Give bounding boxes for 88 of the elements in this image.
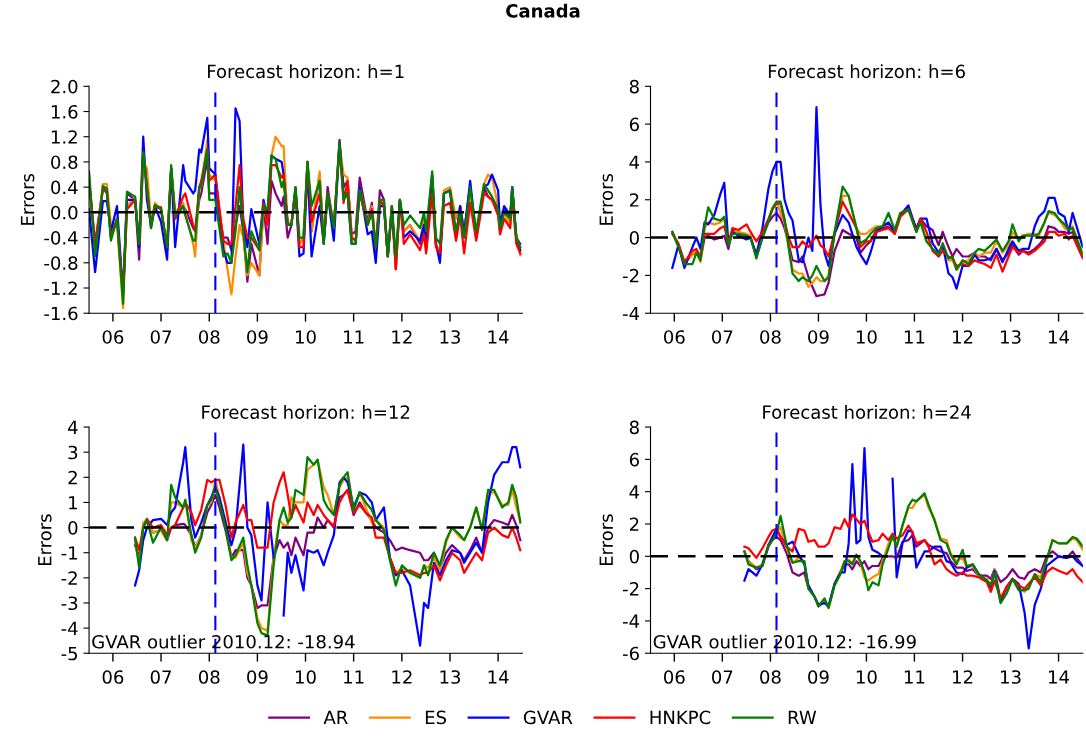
y-tick-label: -5 (61, 646, 78, 661)
chart-title: Forecast horizon: h=12 (202, 405, 410, 419)
y-tick-label: 0.4 (51, 180, 78, 195)
chart-title: Forecast horizon: h=6 (768, 64, 965, 79)
y-tick-label: 4 (68, 420, 78, 434)
y-tick-label: -2 (622, 268, 639, 283)
x-tick-label: 14 (488, 330, 509, 344)
x-tick-label: 08 (198, 670, 220, 684)
y-axis-title: Errors (599, 514, 614, 566)
x-tick-label: 11 (344, 330, 364, 344)
y-tick-label: 8 (629, 420, 639, 435)
x-tick-label: 13 (440, 670, 461, 684)
x-tick-label: 09 (247, 330, 268, 344)
y-tick-label: -4 (622, 306, 640, 321)
y-tick-label: 1 (69, 496, 77, 510)
x-tick-label: 07 (712, 330, 733, 344)
x-tick-label: 13 (1001, 670, 1021, 684)
y-tick-label: 3 (68, 445, 78, 460)
y-tick-label: 4 (629, 485, 640, 499)
x-tick-label: 07 (150, 670, 171, 684)
x-tick-label: 10 (296, 670, 316, 684)
y-tick-label: 0 (68, 521, 78, 535)
x-tick-label: 08 (198, 330, 220, 344)
y-tick-label: 0.8 (51, 155, 78, 170)
y-tick-label: 4 (629, 155, 640, 169)
y-tick-label: 1.2 (51, 130, 77, 144)
x-tick-label: 10 (296, 330, 316, 344)
x-tick-label: 12 (392, 670, 412, 684)
line-series (671, 200, 1083, 273)
x-tick-label: 14 (488, 670, 509, 684)
x-tick-label: 08 (760, 670, 781, 684)
y-tick-label: 2 (629, 517, 639, 531)
y-tick-label: -2 (622, 582, 639, 596)
y-tick-label: 6 (629, 452, 639, 467)
x-tick-label: 14 (1049, 330, 1070, 344)
line-series (743, 513, 1083, 600)
legend-label: HNKPC (650, 710, 711, 725)
y-axis-title: Errors (599, 173, 614, 225)
x-tick-label: 06 (102, 670, 124, 684)
y-tick-label: 6 (629, 117, 639, 132)
x-tick-label: 07 (712, 670, 733, 684)
y-tick-label: -1.6 (44, 306, 78, 321)
x-tick-label: 14 (1049, 670, 1070, 684)
chart-title: Forecast horizon: h=24 (763, 405, 971, 419)
x-tick-label: 13 (440, 330, 461, 344)
y-tick-label: -3 (61, 596, 78, 611)
x-tick-label: 13 (1001, 330, 1021, 344)
legend-label: RW (788, 710, 817, 724)
x-tick-label: 12 (953, 330, 973, 344)
y-tick-label: 0 (629, 231, 639, 245)
x-tick-label: 10 (856, 670, 877, 684)
y-tick-label: -0.4 (44, 231, 78, 245)
y-tick-label: 1.6 (51, 104, 78, 119)
y-tick-label: -1 (61, 546, 77, 560)
y-axis-title: Errors (20, 173, 35, 225)
x-tick-label: 12 (953, 670, 973, 684)
y-tick-label: 2.0 (51, 79, 78, 94)
x-tick-label: 09 (808, 330, 829, 344)
x-tick-label: 07 (150, 330, 171, 344)
y-axis-title: Errors (38, 514, 52, 566)
x-tick-label: 10 (856, 330, 877, 344)
legend-label: ES (425, 710, 447, 725)
x-tick-label: 12 (392, 330, 412, 344)
x-tick-label: 11 (344, 670, 364, 684)
chart-title: Canada (506, 3, 580, 18)
y-tick-label: -1.2 (44, 281, 77, 295)
y-tick-label: -0.8 (44, 256, 78, 270)
legend-label: GVAR (523, 710, 573, 725)
x-tick-label: 11 (904, 670, 925, 684)
x-tick-label: 11 (904, 330, 925, 344)
y-tick-label: 8 (629, 79, 639, 94)
y-tick-label: -4 (622, 614, 640, 628)
y-tick-label: 2 (629, 193, 639, 207)
x-tick-label: 06 (664, 330, 685, 344)
y-tick-label: 0 (629, 549, 639, 564)
x-tick-label: 08 (760, 330, 781, 344)
y-tick-label: -4 (61, 621, 78, 635)
y-tick-label: 2 (68, 470, 77, 485)
legend-label: AR (323, 710, 348, 724)
x-tick-label: 06 (664, 670, 685, 684)
y-tick-label: 0.0 (51, 205, 78, 220)
x-tick-label: 09 (247, 670, 268, 684)
chart-subtitle: Forecast horizon: h=1 (208, 64, 404, 79)
y-tick-label: -6 (622, 646, 639, 661)
y-tick-label: -2 (61, 571, 77, 585)
x-tick-label: 09 (808, 670, 829, 684)
x-tick-label: 06 (102, 330, 124, 344)
line-series (133, 471, 522, 582)
